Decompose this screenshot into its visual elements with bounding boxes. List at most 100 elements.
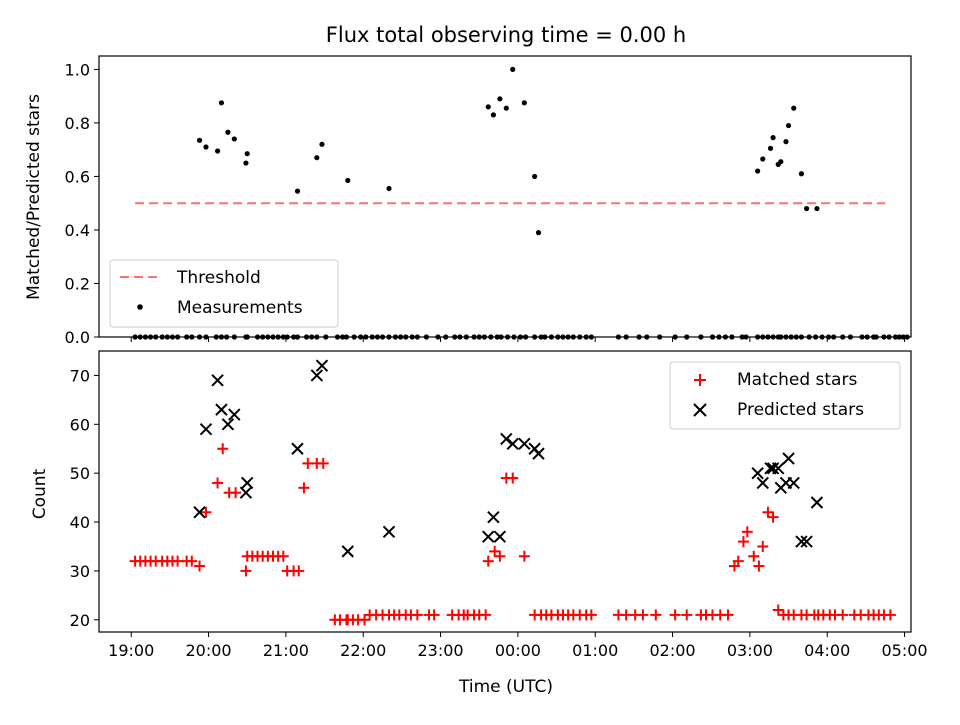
measurements-point [615, 334, 622, 340]
matched-stars-point [748, 550, 760, 562]
measurements-point [859, 334, 865, 340]
matched-stars-point [650, 609, 662, 621]
measurements-point [583, 334, 589, 340]
matched-stars-point [212, 477, 224, 489]
top-ytick-label: 1.0 [65, 60, 90, 79]
measurements-point [153, 334, 159, 340]
measurements-point [904, 334, 910, 340]
top-ytick-label: 0.2 [65, 274, 90, 293]
measurements-point [280, 334, 286, 340]
predicted-stars-point [199, 422, 213, 436]
predicted-stars-point [487, 510, 500, 524]
measurements-point [369, 334, 375, 340]
legend-matched-swatch [694, 374, 706, 386]
bottom-panel: 19:00 20:00 21:00 22:00 23:00 00:00 01:00 02:00… [70, 350, 928, 660]
measurements-point [243, 160, 249, 166]
predicted-stars-point [482, 530, 495, 543]
predicted-stars-point [766, 462, 780, 475]
measurements-point [523, 334, 529, 340]
predicted-stars-point [500, 432, 513, 446]
matched-stars-point [317, 457, 329, 469]
measurements-point [498, 334, 504, 340]
predicted-stars-point [221, 418, 235, 431]
measurements-point [804, 205, 810, 212]
measurements-point [791, 105, 797, 111]
measurements-point [184, 334, 190, 340]
measurements-point [743, 334, 749, 340]
measurements-point [463, 334, 469, 340]
bottom-ytick-label: 50 [70, 464, 90, 483]
measurements-point [570, 334, 576, 340]
predicted-stars-point [506, 437, 519, 451]
measurements-point [548, 334, 555, 340]
matched-stars-point [637, 609, 649, 621]
legend-measurements-swatch [137, 304, 143, 310]
measurements-point [511, 334, 517, 340]
measurements-point [783, 334, 789, 340]
measurements-point [765, 334, 771, 340]
measurements-point [294, 188, 301, 194]
measurements-point [398, 334, 404, 340]
measurements-point [755, 334, 761, 340]
measurements-point [813, 334, 819, 340]
bottom-xtick-label: 00:00 [495, 641, 541, 660]
measurements-point [189, 334, 195, 340]
measurements-point [722, 334, 729, 340]
matched-stars-point [722, 609, 734, 621]
matched-stars-point [200, 506, 212, 518]
measurements-point [698, 334, 704, 340]
predicted-stars-point [382, 525, 396, 539]
matched-stars-point [293, 565, 305, 577]
measurements-point [503, 105, 509, 111]
measurements-point [137, 334, 143, 340]
measurements-point [709, 334, 716, 340]
measurements-point [343, 334, 350, 340]
measurements-point [535, 230, 542, 236]
measurements-point [351, 334, 357, 340]
predicted-stars-point [795, 535, 808, 548]
measurements-point [778, 159, 784, 165]
measurements-point [770, 334, 776, 340]
measurements-point [147, 334, 154, 340]
measurements-point [175, 334, 181, 340]
measurements-point [490, 112, 496, 118]
measurements-point [840, 334, 846, 340]
measurements-point [414, 334, 420, 340]
measurements-point [314, 155, 320, 161]
measurements-point [476, 334, 482, 340]
predicted-stars-point [310, 369, 324, 382]
predicted-stars-point [493, 530, 507, 543]
matched-stars-point [359, 614, 371, 626]
bottom-ytick-label: 60 [70, 415, 90, 434]
measurements-point [224, 334, 230, 340]
measurements-point [213, 334, 219, 340]
measurements-point [770, 135, 776, 141]
predicted-stars-point [810, 496, 824, 509]
measurements-point [196, 137, 203, 143]
predicted-stars-point [756, 476, 769, 490]
measurements-point [452, 334, 458, 340]
measurements-point [244, 151, 250, 157]
measurements-point [309, 334, 315, 340]
matched-stars-point [489, 545, 501, 557]
measurements-point [892, 334, 899, 340]
measurements-point [588, 334, 594, 340]
legend-measurements-label: Measurements [177, 298, 303, 318]
measurements-point [164, 334, 170, 340]
measurements-point [636, 334, 642, 340]
matched-stars-point [230, 487, 242, 499]
measurements-point [672, 334, 678, 340]
measurements-point [231, 136, 237, 142]
measurements-point [729, 334, 735, 340]
measurements-point [443, 334, 449, 340]
measurements-point [555, 334, 561, 340]
measurements-point [303, 334, 310, 340]
measurements-point [169, 334, 176, 340]
matched-stars-point [753, 560, 765, 572]
measurements-point [716, 334, 722, 340]
measurements-point [244, 334, 250, 340]
measurements-point [881, 334, 887, 340]
measurements-point [254, 334, 261, 340]
matched-stars-point [507, 472, 519, 484]
